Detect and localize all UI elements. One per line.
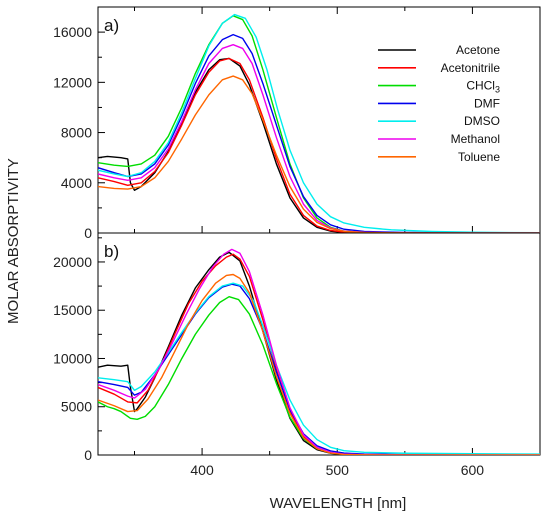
y-tick-label: 15000: [53, 302, 92, 318]
y-tick-label: 0: [84, 447, 92, 463]
series-line-dmso: [98, 13, 540, 233]
y-tick-label: 12000: [53, 74, 92, 90]
series-line-acetone: [98, 251, 540, 455]
legend-label: DMSO: [464, 114, 500, 128]
x-tick-label: 400: [190, 462, 214, 478]
x-tick-label: 600: [461, 462, 485, 478]
series-line-chcl: [98, 296, 540, 455]
series-line-dmso: [98, 282, 540, 455]
y-axis-title: MOLAR ABSORPTIVITY: [5, 158, 22, 324]
x-tick-label: 500: [326, 462, 350, 478]
series-line-toluene: [98, 273, 540, 455]
y-tick-label: 10000: [53, 350, 92, 366]
x-axis-title: WAVELENGTH [nm]: [270, 495, 407, 512]
plot-frame: [97, 232, 541, 456]
series-line-methanol: [98, 248, 540, 455]
y-tick-label: 20000: [53, 254, 92, 270]
legend-label: Acetone: [456, 43, 500, 57]
y-tick-label: 5000: [61, 399, 92, 415]
series-line-toluene: [98, 75, 540, 233]
series-line-dmf: [98, 33, 540, 233]
legend-label: Toluene: [458, 150, 500, 164]
legend-label: Acetonitrile: [441, 61, 501, 75]
panel-a: 0 4000 8000 12000 16000 a): [53, 6, 541, 241]
y-tick-label: 16000: [53, 24, 92, 40]
y-tick-label: 8000: [61, 125, 92, 141]
series-line-dmf: [98, 283, 540, 455]
panel-label: a): [104, 16, 119, 35]
legend-label: Methanol: [451, 132, 500, 146]
panel-b: 0 5000 10000 15000 20000 400 500 600 b): [53, 232, 541, 478]
y-tick-label: 4000: [61, 175, 92, 191]
y-tick-label: 0: [84, 225, 92, 241]
panel-label: b): [104, 242, 119, 261]
legend-label: CHCl3: [466, 79, 500, 95]
legend-label: DMF: [474, 96, 500, 110]
